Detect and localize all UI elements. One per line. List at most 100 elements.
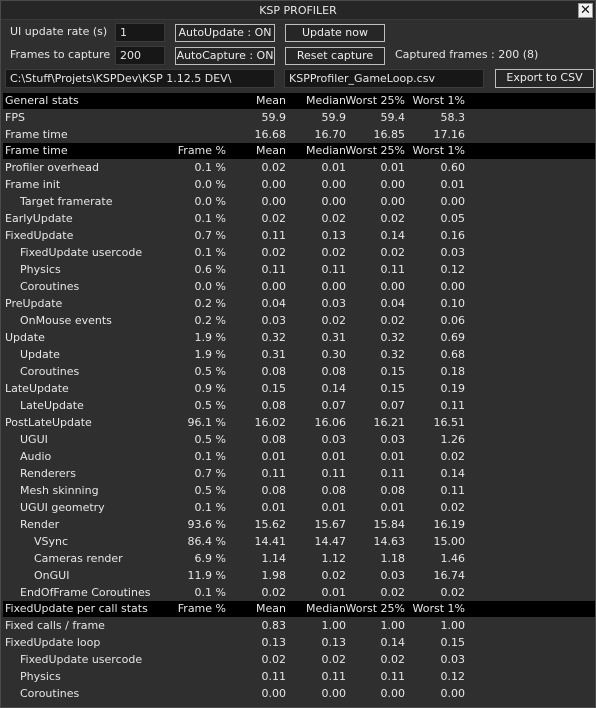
mean-cell: 0.03 xyxy=(261,314,287,327)
export-csv-button[interactable]: Export to CSV xyxy=(495,69,594,88)
worst-25-cell: 0.02 xyxy=(380,212,406,225)
worst-1-cell: 0.68 xyxy=(440,348,466,361)
worst-1-cell: 1.00 xyxy=(440,619,466,632)
table-row: Frame init 0.0 % 0.00 0.00 0.00 0.01 xyxy=(3,176,595,193)
median-cell: 0.01 xyxy=(321,450,347,463)
median-cell: 0.02 xyxy=(321,569,347,582)
frame-percent-cell: 1.9 % xyxy=(194,331,226,344)
mean-cell: 0.04 xyxy=(261,297,287,310)
mean-cell: 0.08 xyxy=(261,484,287,497)
column-header-worst-1: Worst 1% xyxy=(412,144,465,157)
frame-percent-cell: 0.7 % xyxy=(194,467,226,480)
mean-cell: 0.02 xyxy=(261,586,287,599)
worst-1-cell: 0.02 xyxy=(440,450,466,463)
row-label: Frame time xyxy=(5,128,68,141)
median-cell: 0.01 xyxy=(321,501,347,514)
row-label: Physics xyxy=(20,263,61,276)
median-cell: 0.14 xyxy=(321,382,347,395)
frame-percent-cell: 0.2 % xyxy=(194,314,226,327)
worst-1-cell: 0.14 xyxy=(440,467,466,480)
frametime-header-row: Frame time Frame % Mean Median Worst 25% Wors… xyxy=(3,143,595,159)
table-row: EndOfFrame Coroutines 0.1 % 0.02 0.01 0.02 0.… xyxy=(3,584,595,601)
worst-25-cell: 0.03 xyxy=(380,433,406,446)
mean-cell: 0.00 xyxy=(261,195,287,208)
frame-percent-cell: 0.6 % xyxy=(194,263,226,276)
frame-percent-cell: 0.0 % xyxy=(194,280,226,293)
column-header-median: Median xyxy=(305,144,346,157)
median-cell: 0.13 xyxy=(321,636,347,649)
median-cell: 0.00 xyxy=(321,178,347,191)
frames-to-capture-input[interactable]: 200 xyxy=(115,46,165,65)
update-now-button[interactable]: Update now xyxy=(285,24,385,42)
median-cell: 0.00 xyxy=(321,195,347,208)
row-label: Audio xyxy=(20,450,52,463)
auto-update-button[interactable]: AutoUpdate : ON xyxy=(175,24,275,42)
worst-1-cell: 0.60 xyxy=(440,161,466,174)
worst-1-cell: 16.19 xyxy=(433,518,466,531)
row-label: Target framerate xyxy=(20,195,113,208)
worst-25-cell: 0.00 xyxy=(380,687,406,700)
export-filename-input[interactable]: KSPProfiler_GameLoop.csv xyxy=(284,69,484,88)
reset-capture-button[interactable]: Reset capture xyxy=(285,47,385,65)
section-title: Frame time xyxy=(5,144,68,157)
table-row: OnMouse events 0.2 % 0.03 0.02 0.02 0.06 xyxy=(3,312,595,329)
median-cell: 0.02 xyxy=(321,212,347,225)
row-label: UGUI xyxy=(20,433,48,446)
frame-percent-cell: 0.0 % xyxy=(194,178,226,191)
worst-25-cell: 0.11 xyxy=(380,670,406,683)
table-row: Fixed calls / frame 0.83 1.00 1.00 1.00 xyxy=(3,617,595,634)
frame-percent-cell: 0.2 % xyxy=(194,297,226,310)
row-label: Coroutines xyxy=(20,365,80,378)
frame-percent-cell: 86.4 % xyxy=(187,535,226,548)
table-row: Cameras render 6.9 % 1.14 1.12 1.18 1.46 xyxy=(3,550,595,567)
table-row: Profiler overhead 0.1 % 0.02 0.01 0.01 0.60 xyxy=(3,159,595,176)
mean-cell: 14.41 xyxy=(254,535,287,548)
export-path-input[interactable]: C:\Stuff\Projets\KSPDev\KSP 1.12.5 DEV\ xyxy=(5,69,275,88)
worst-25-cell: 0.02 xyxy=(380,586,406,599)
close-icon[interactable]: ✕ xyxy=(578,3,593,18)
frame-percent-cell: 96.1 % xyxy=(187,416,226,429)
worst-25-cell: 0.15 xyxy=(380,365,406,378)
table-row: Coroutines 0.00 0.00 0.00 0.00 xyxy=(3,685,595,702)
worst-1-cell: 0.05 xyxy=(440,212,466,225)
update-rate-input[interactable]: 1 xyxy=(115,23,165,42)
mean-cell: 0.00 xyxy=(261,687,287,700)
median-cell: 16.06 xyxy=(314,416,347,429)
row-label: FPS xyxy=(5,111,25,124)
median-cell: 0.30 xyxy=(321,348,347,361)
general-header-row: General stats Mean Median Worst 25% Worst 1% xyxy=(3,93,595,109)
mean-cell: 15.62 xyxy=(254,518,287,531)
worst-25-cell: 0.00 xyxy=(380,178,406,191)
worst-25-cell: 14.63 xyxy=(373,535,406,548)
median-cell: 0.11 xyxy=(321,670,347,683)
table-row: VSync 86.4 % 14.41 14.47 14.63 15.00 xyxy=(3,533,595,550)
mean-cell: 1.14 xyxy=(261,552,287,565)
auto-capture-button[interactable]: AutoCapture : ON xyxy=(175,47,275,65)
median-cell: 0.00 xyxy=(321,687,347,700)
worst-25-cell: 0.11 xyxy=(380,263,406,276)
worst-1-cell: 0.11 xyxy=(440,484,466,497)
table-row: Update 1.9 % 0.31 0.30 0.32 0.68 xyxy=(3,346,595,363)
median-cell: 0.08 xyxy=(321,484,347,497)
worst-25-cell: 0.00 xyxy=(380,280,406,293)
worst-1-cell: 16.51 xyxy=(433,416,466,429)
frame-percent-cell: 0.1 % xyxy=(194,501,226,514)
median-cell: 59.9 xyxy=(321,111,347,124)
worst-1-cell: 1.26 xyxy=(440,433,466,446)
title-bar[interactable]: KSP PROFILER ✕ xyxy=(1,1,595,20)
column-header-worst-25: Worst 25% xyxy=(345,144,405,157)
row-label: FixedUpdate usercode xyxy=(20,246,143,259)
mean-cell: 1.98 xyxy=(261,569,287,582)
row-label: Frame init xyxy=(5,178,61,191)
worst-1-cell: 17.16 xyxy=(433,128,466,141)
section-title: General stats xyxy=(5,94,79,107)
worst-25-cell: 15.84 xyxy=(373,518,406,531)
row-label: UGUI geometry xyxy=(20,501,105,514)
worst-1-cell: 0.02 xyxy=(440,586,466,599)
worst-25-cell: 0.01 xyxy=(380,450,406,463)
median-cell: 16.70 xyxy=(314,128,347,141)
median-cell: 14.47 xyxy=(314,535,347,548)
table-row: FixedUpdate 0.7 % 0.11 0.13 0.14 0.16 xyxy=(3,227,595,244)
mean-cell: 0.31 xyxy=(261,348,287,361)
frame-percent-cell: 0.1 % xyxy=(194,450,226,463)
